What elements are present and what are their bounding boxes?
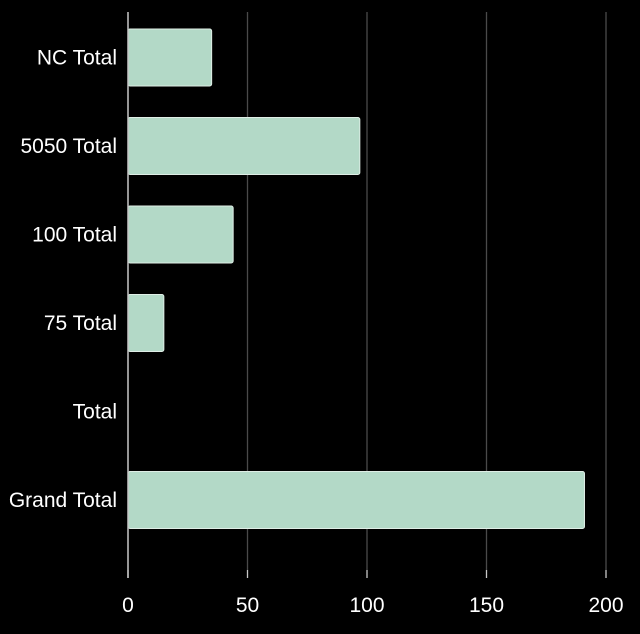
axis-layer xyxy=(127,12,607,578)
bar xyxy=(127,205,234,264)
bar-layer xyxy=(127,28,585,529)
label-layer: 0 50 100 150 200 NC Total 5050 Total 100 Total 7… xyxy=(9,47,624,618)
bar xyxy=(127,471,585,529)
x-tick-label: 0 xyxy=(122,594,134,617)
bar xyxy=(127,28,213,87)
x-tick-label: 200 xyxy=(588,594,623,617)
category-label: NC Total xyxy=(37,47,117,70)
x-tick-label: 50 xyxy=(236,594,259,617)
x-tick-label: 150 xyxy=(469,594,504,617)
bar xyxy=(127,294,165,352)
category-label: Grand Total xyxy=(9,489,117,512)
category-label: 5050 Total xyxy=(20,135,117,158)
bar xyxy=(127,117,361,175)
category-label: Total xyxy=(73,401,117,424)
category-label: 100 Total xyxy=(32,224,117,247)
x-tick-label: 100 xyxy=(349,594,384,617)
category-label: 75 Total xyxy=(44,312,117,335)
